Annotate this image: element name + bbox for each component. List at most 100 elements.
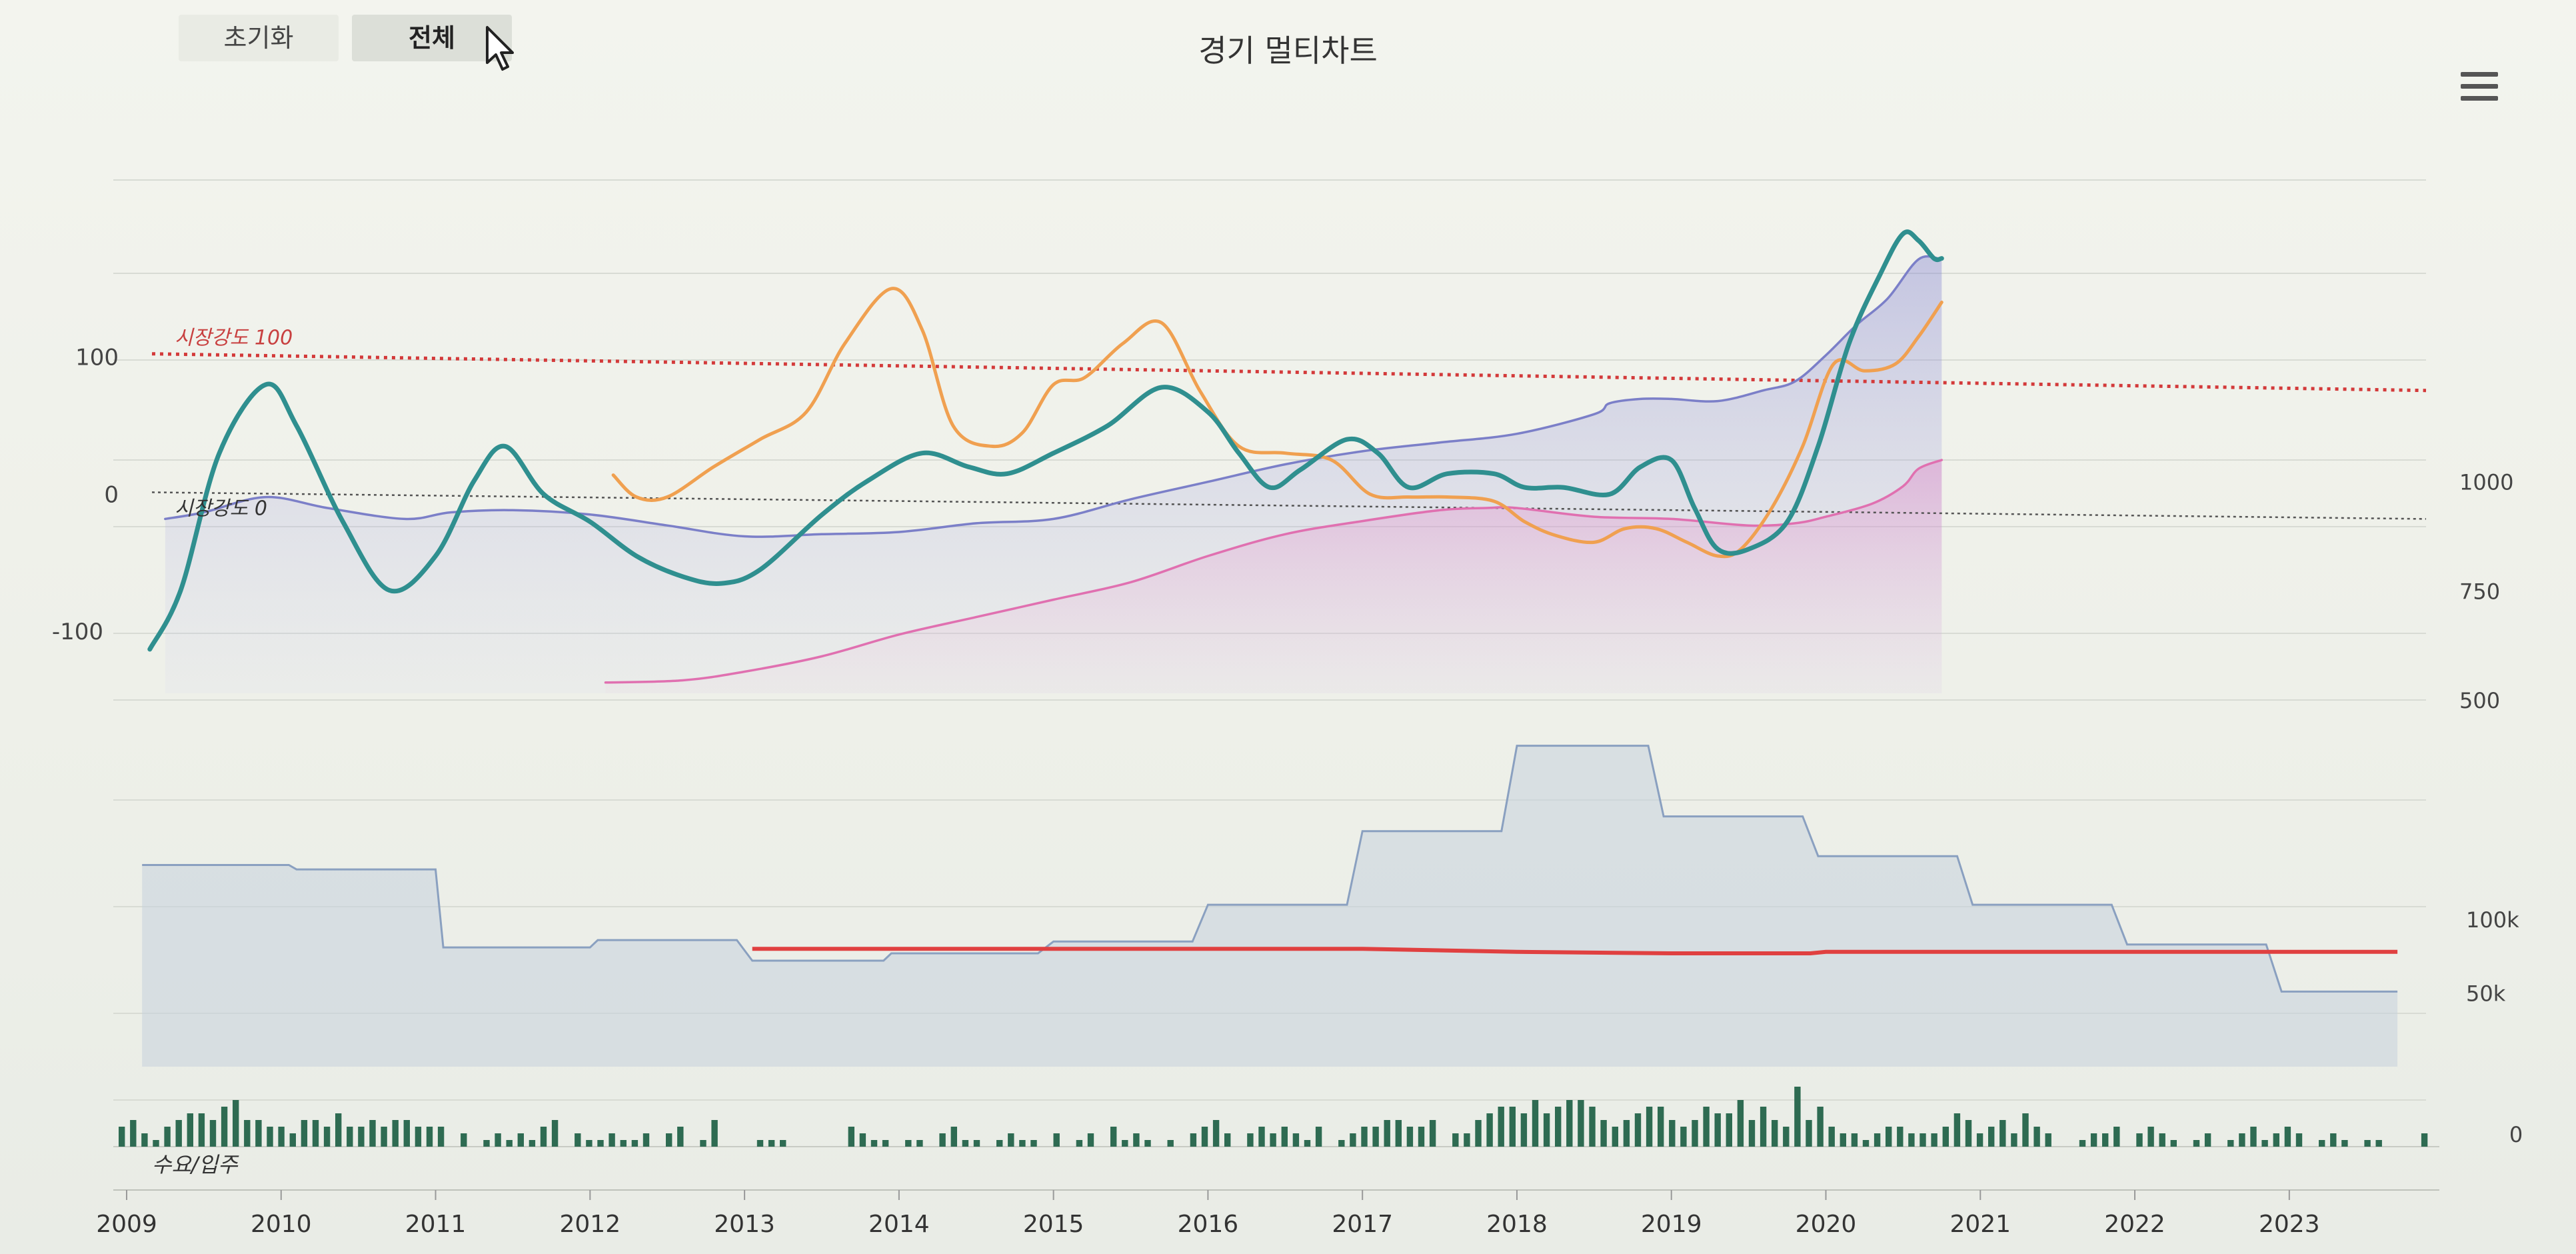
bar: [1292, 1133, 1300, 1147]
bar: [2250, 1127, 2257, 1147]
bar: [1908, 1133, 1915, 1147]
bar: [1737, 1100, 1744, 1147]
bar: [1087, 1133, 1094, 1147]
bar: [996, 1140, 1003, 1147]
bar: [768, 1140, 775, 1147]
bar: [1566, 1100, 1573, 1147]
bar: [1806, 1120, 1812, 1147]
bar: [1999, 1120, 2006, 1147]
bar: [198, 1113, 205, 1147]
bar: [1931, 1133, 1937, 1147]
bar: [141, 1133, 148, 1147]
bar: [2204, 1133, 2211, 1147]
mouse-pointer-icon: [486, 26, 514, 71]
series-line-2: [164, 255, 1943, 538]
bar: [130, 1120, 137, 1147]
bar: [221, 1107, 228, 1147]
x-axis-tick: 2012: [560, 1211, 621, 1238]
bar: [1258, 1127, 1265, 1147]
x-axis-tick: 2013: [714, 1211, 775, 1238]
bar: [1464, 1133, 1470, 1147]
bar: [1384, 1120, 1390, 1147]
bar: [939, 1133, 946, 1147]
bar: [1224, 1133, 1231, 1147]
bar: [1634, 1113, 1642, 1147]
bar: [1429, 1120, 1436, 1147]
bar: [301, 1120, 308, 1147]
x-axis-tick: 2022: [2104, 1211, 2165, 1238]
bar: [586, 1140, 593, 1147]
bar: [1897, 1127, 1904, 1147]
bar: [666, 1133, 672, 1147]
bar: [2159, 1133, 2165, 1147]
bar: [1212, 1120, 1220, 1147]
bar: [1600, 1120, 1607, 1147]
bar: [2136, 1133, 2143, 1147]
bar: [1976, 1133, 1983, 1147]
left-axis-tick: -100: [52, 619, 103, 645]
bar: [916, 1140, 923, 1147]
bar: [1167, 1140, 1174, 1147]
bar: [323, 1127, 331, 1147]
middle-axis-tick: 100k: [2466, 907, 2519, 933]
bar: [2113, 1127, 2120, 1147]
bar: [1692, 1120, 1698, 1147]
bar: [2239, 1133, 2245, 1147]
x-axis-tick: 2015: [1023, 1211, 1084, 1238]
red-average-line: [752, 947, 2398, 955]
bar: [2147, 1127, 2154, 1147]
bar: [153, 1140, 159, 1147]
bar: [312, 1120, 319, 1147]
bar: [517, 1133, 524, 1147]
bar: [1053, 1133, 1060, 1147]
bar: [1133, 1133, 1140, 1147]
step-area-line: [142, 745, 2398, 993]
reference-line-label: 시장강도 100: [175, 327, 293, 350]
bar: [1988, 1127, 1995, 1147]
x-axis-tick: 2018: [1486, 1211, 1548, 1238]
bar: [1372, 1127, 1379, 1147]
bar: [2273, 1133, 2279, 1147]
bar: [1486, 1113, 1493, 1147]
bar: [1817, 1107, 1824, 1147]
reset-button[interactable]: 초기화: [179, 15, 339, 61]
bar: [1281, 1127, 1288, 1147]
all-range-button[interactable]: 전체: [352, 15, 512, 61]
bar: [1703, 1107, 1710, 1147]
x-axis-tick: 2010: [251, 1211, 312, 1238]
bar: [1726, 1113, 1732, 1147]
bar: [1920, 1133, 1926, 1147]
bar: [973, 1140, 980, 1147]
bar: [1350, 1133, 1356, 1147]
bar: [233, 1100, 239, 1147]
bar: [278, 1127, 285, 1147]
x-axis-tick: 2020: [1796, 1211, 1857, 1238]
bar: [1555, 1107, 1562, 1147]
bar: [2227, 1140, 2234, 1147]
bar: [962, 1140, 969, 1147]
bar: [1498, 1107, 1504, 1147]
bar: [2045, 1133, 2051, 1147]
left-axis-tick: 100: [75, 345, 119, 371]
bar: [2090, 1133, 2097, 1147]
bar: [597, 1140, 604, 1147]
bar: [2102, 1133, 2109, 1147]
bar: [677, 1127, 684, 1147]
bar: [209, 1120, 217, 1147]
bar: [780, 1140, 786, 1147]
bar: [1361, 1127, 1368, 1147]
bar: [1190, 1133, 1197, 1147]
bar: [2284, 1127, 2291, 1147]
reference-line-label: 시장강도 0: [175, 497, 267, 520]
hamburger-menu-icon[interactable]: [2461, 72, 2498, 101]
bar: [882, 1140, 889, 1147]
bar: [551, 1120, 559, 1147]
x-axis-tick: 2014: [868, 1211, 930, 1238]
bar: [1748, 1120, 1756, 1147]
bar: [756, 1140, 764, 1147]
bar: [1532, 1100, 1539, 1147]
right-axis-tick: 500: [2459, 688, 2500, 713]
bar: [1680, 1127, 1687, 1147]
bar: [1828, 1127, 1835, 1147]
x-axis-tick: 2021: [1949, 1211, 2011, 1238]
